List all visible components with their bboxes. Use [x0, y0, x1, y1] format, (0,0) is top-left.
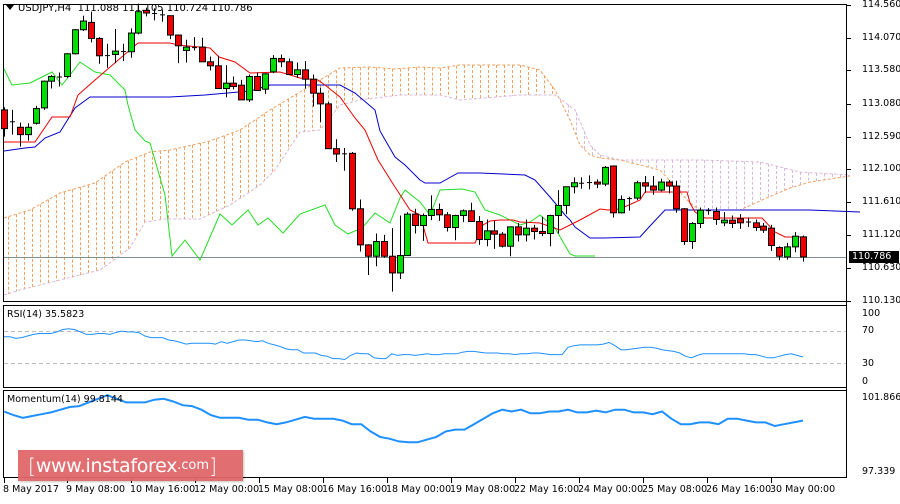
rsi-axis-30: 30	[862, 358, 875, 369]
rsi-label: RSI(14) 35.5823	[7, 309, 85, 320]
momentum-line	[3, 394, 804, 444]
ohlc-label: 111.088 111.105 110.724 110.786	[77, 3, 253, 14]
time-axis-label: 19 May 08:00	[450, 484, 516, 495]
time-axis-label: 16 May 16:00	[322, 484, 388, 495]
candlesticks	[1, 3, 807, 292]
symbol-label: USDJPY,H4	[18, 3, 72, 14]
ichimoku-cloud	[3, 64, 851, 296]
chart-title: USDJPY,H4 111.088 111.105 110.724 110.78…	[6, 3, 253, 14]
rsi-axis-100: 100	[862, 308, 881, 319]
price-axis-label: 111.610	[862, 196, 900, 208]
time-axis-label: 30 May 00:00	[770, 484, 836, 495]
time-axis-label: 9 May 08:00	[66, 484, 126, 495]
price-axis-label: 110.130	[862, 295, 900, 306]
price-axis-label: 111.120	[862, 228, 900, 240]
time-axis-label: 12 May 00:00	[194, 484, 260, 495]
rsi-pane-frame	[3, 305, 847, 388]
instaforex-watermark: [ www.instaforex .com ]	[18, 450, 243, 481]
price-axis-label: 113.080	[862, 97, 900, 109]
momentum-axis-max: 101.8665	[862, 392, 900, 403]
price-axis-label: 113.580	[862, 64, 900, 76]
price-axis-label: 114.070	[862, 31, 900, 43]
watermark-bracket-open: [	[28, 453, 36, 478]
time-axis-label: 8 May 2017	[3, 484, 59, 495]
momentum-label: Momentum(14) 99.8144	[7, 394, 123, 405]
time-axis-label: 26 May 16:00	[706, 484, 772, 495]
watermark-domain: www.instaforex	[35, 454, 178, 477]
price-axis-label: 112.100	[862, 163, 900, 175]
watermark-bracket-close: ]	[209, 453, 217, 478]
time-axis-label: 18 May 00:00	[386, 484, 452, 495]
watermark-tld: .com	[177, 458, 210, 473]
time-axis-label: 24 May 00:00	[578, 484, 644, 495]
price-axis-label: 110.630	[862, 261, 900, 273]
current-price-tag: 110.786	[849, 251, 899, 263]
rsi-axis-70: 70	[862, 325, 875, 336]
time-axis-label: 22 May 16:00	[514, 484, 580, 495]
time-axis-label: 15 May 08:00	[258, 484, 324, 495]
time-axis-label: 10 May 16:00	[130, 484, 196, 495]
rsi-axis-0: 0	[862, 376, 869, 387]
time-axis-label: 25 May 08:00	[642, 484, 708, 495]
price-axis-label: 114.560	[862, 0, 900, 10]
rsi-line	[4, 328, 804, 361]
momentum-axis-min: 97.339	[862, 466, 896, 477]
dropdown-triangle-icon[interactable]	[6, 5, 14, 10]
price-axis-label: 112.590	[862, 130, 900, 142]
